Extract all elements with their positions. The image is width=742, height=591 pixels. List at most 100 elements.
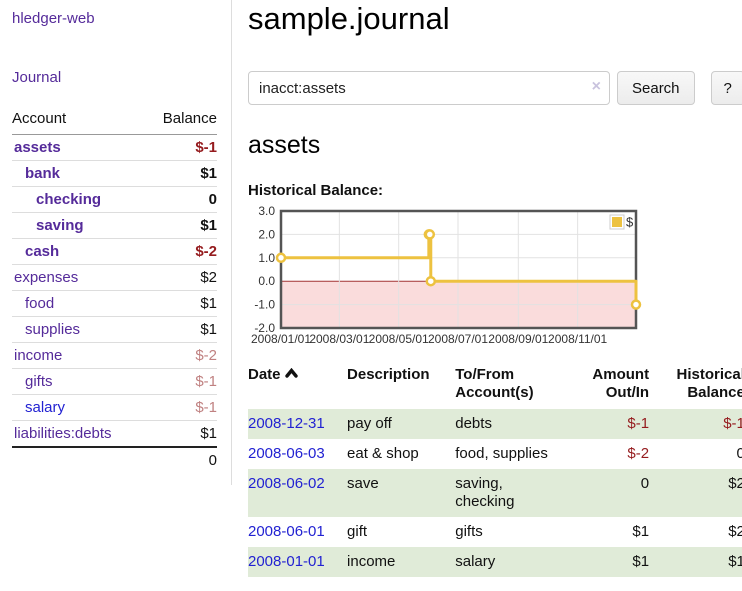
- sidebar-item-journal[interactable]: Journal: [12, 69, 62, 86]
- register-row: 2008-06-03 eat & shop food, supplies $-2…: [248, 439, 742, 469]
- sidebar: hledger-web Journal Account Balance asse…: [0, 0, 232, 485]
- transaction-date-link[interactable]: 2008-06-02: [248, 475, 325, 492]
- account-link[interactable]: saving: [36, 217, 84, 234]
- account-balance: $2: [144, 264, 217, 291]
- transaction-accounts: gifts: [455, 523, 483, 540]
- transaction-balance: $2: [659, 469, 742, 517]
- col-header-historical-balance: Historical Balance: [676, 366, 742, 401]
- balance-chart: 3.0 2.0 1.0 0.0 -1.0 -2.0 2008/01/01 2008/03/01…: [248, 205, 742, 351]
- account-link[interactable]: salary: [25, 399, 66, 416]
- transaction-description: gift: [347, 523, 368, 540]
- svg-text:$: $: [626, 215, 634, 230]
- account-link[interactable]: food: [25, 295, 55, 312]
- transaction-amount: $-1: [591, 409, 660, 439]
- svg-text:2008/05/01: 2008/05/01: [369, 332, 429, 346]
- account-row: salary $-1: [12, 394, 217, 421]
- account-link[interactable]: bank: [25, 165, 61, 182]
- accounts-col-header: Account: [12, 107, 145, 135]
- transaction-date-link[interactable]: 2008-06-03: [248, 445, 325, 462]
- sort-asc-icon: [284, 366, 298, 384]
- help-button[interactable]: ?: [710, 71, 742, 105]
- accounts-table: Account Balance assets $-1 bank $1 check…: [12, 107, 217, 473]
- transaction-balance: 0: [736, 445, 742, 462]
- svg-text:2008/11/01: 2008/11/01: [548, 332, 607, 346]
- balance-col-header: Balance: [144, 107, 217, 135]
- account-row: food $1: [12, 290, 217, 317]
- svg-text:-1.0: -1.0: [254, 298, 275, 312]
- svg-text:2008/01/01: 2008/01/01: [251, 332, 311, 346]
- transaction-accounts: salary: [455, 547, 592, 577]
- transaction-amount: $1: [632, 523, 650, 540]
- account-row: supplies $1: [12, 316, 217, 343]
- register-header-row: Date Description To/From Account(s) Amoun…: [248, 366, 742, 409]
- transaction-accounts: saving, checking: [455, 469, 592, 517]
- transaction-description: eat & shop: [347, 445, 419, 462]
- col-header-date[interactable]: Date: [248, 366, 347, 409]
- search-button[interactable]: Search: [617, 71, 695, 105]
- svg-text:1.0: 1.0: [258, 251, 275, 265]
- account-balance: $-2: [144, 342, 217, 369]
- account-heading: assets: [248, 131, 321, 159]
- svg-text:-2.0: -2.0: [254, 321, 275, 335]
- register-row: 2008-06-02 save saving, checking 0 $2: [248, 469, 742, 517]
- svg-text:2008/07/01: 2008/07/01: [428, 332, 488, 346]
- transaction-balance: $2: [728, 523, 742, 540]
- register-row: 2008-12-31 pay off debts $-1 $-1: [248, 409, 742, 439]
- svg-text:2008/03/01: 2008/03/01: [309, 332, 369, 346]
- account-link[interactable]: income: [14, 347, 63, 364]
- transaction-amount: $-2: [627, 445, 650, 462]
- account-link[interactable]: assets: [14, 139, 61, 156]
- clear-search-icon[interactable]: ×: [591, 78, 601, 95]
- page-title: sample.journal: [248, 1, 450, 36]
- account-link[interactable]: checking: [36, 191, 102, 208]
- account-balance: $-1: [144, 368, 217, 395]
- transaction-accounts: food, supplies: [455, 445, 548, 462]
- app-title-link[interactable]: hledger-web: [12, 10, 95, 27]
- account-row: bank $1: [12, 160, 217, 187]
- transaction-date-link[interactable]: 2008-06-01: [248, 523, 325, 540]
- account-balance: $1: [144, 290, 217, 317]
- transaction-description: income: [347, 547, 456, 577]
- transaction-description: pay off: [347, 409, 456, 439]
- accounts-total-row: 0: [12, 446, 217, 473]
- transaction-amount: $1: [591, 547, 660, 577]
- col-header-amount: Amount Out/In: [592, 366, 650, 401]
- svg-text:2.0: 2.0: [258, 227, 275, 241]
- chart-title: Historical Balance:: [248, 182, 384, 199]
- svg-text:0.0: 0.0: [258, 274, 275, 288]
- transaction-date-link[interactable]: 2008-12-31: [248, 415, 325, 432]
- account-link[interactable]: supplies: [25, 321, 81, 338]
- account-balance: $-1: [144, 134, 217, 161]
- account-link[interactable]: expenses: [14, 269, 79, 286]
- register-row: 2008-06-01 gift gifts $1 $2: [248, 517, 742, 547]
- account-row: gifts $-1: [12, 368, 217, 395]
- account-balance: $1: [144, 212, 217, 239]
- account-link[interactable]: gifts: [25, 373, 53, 390]
- balance-chart-svg: 3.0 2.0 1.0 0.0 -1.0 -2.02008/01/012008/03/01…: [251, 205, 642, 346]
- transaction-balance: $-1: [659, 409, 742, 439]
- account-row: checking 0: [12, 186, 217, 213]
- svg-text:3.0: 3.0: [258, 205, 275, 218]
- svg-text:2008/09/01: 2008/09/01: [488, 332, 548, 346]
- account-row: cash $-2: [12, 238, 217, 265]
- register-row: 2008-01-01 income salary $1 $1: [248, 547, 742, 577]
- account-balance: $-2: [144, 238, 217, 265]
- transaction-accounts: debts: [455, 409, 592, 439]
- account-balance: $1: [144, 160, 217, 187]
- transaction-balance: $1: [659, 547, 742, 577]
- account-balance: $1: [144, 316, 217, 343]
- account-row: expenses $2: [12, 264, 217, 291]
- search-input[interactable]: [248, 71, 610, 105]
- transaction-date-link[interactable]: 2008-01-01: [248, 553, 325, 570]
- account-row: liabilities:debts $1: [12, 421, 217, 448]
- account-row: assets $-1: [12, 134, 217, 161]
- account-link[interactable]: cash: [25, 243, 60, 260]
- account-link[interactable]: liabilities:debts: [14, 425, 112, 442]
- col-header-description: Description: [347, 366, 430, 383]
- account-balance: 0: [144, 186, 217, 213]
- accounts-total-value: 0: [144, 446, 217, 473]
- account-row: income $-2: [12, 342, 217, 369]
- main-content: sample.journal × Search ? assets Histori…: [232, 0, 742, 591]
- account-balance: $-1: [144, 394, 217, 421]
